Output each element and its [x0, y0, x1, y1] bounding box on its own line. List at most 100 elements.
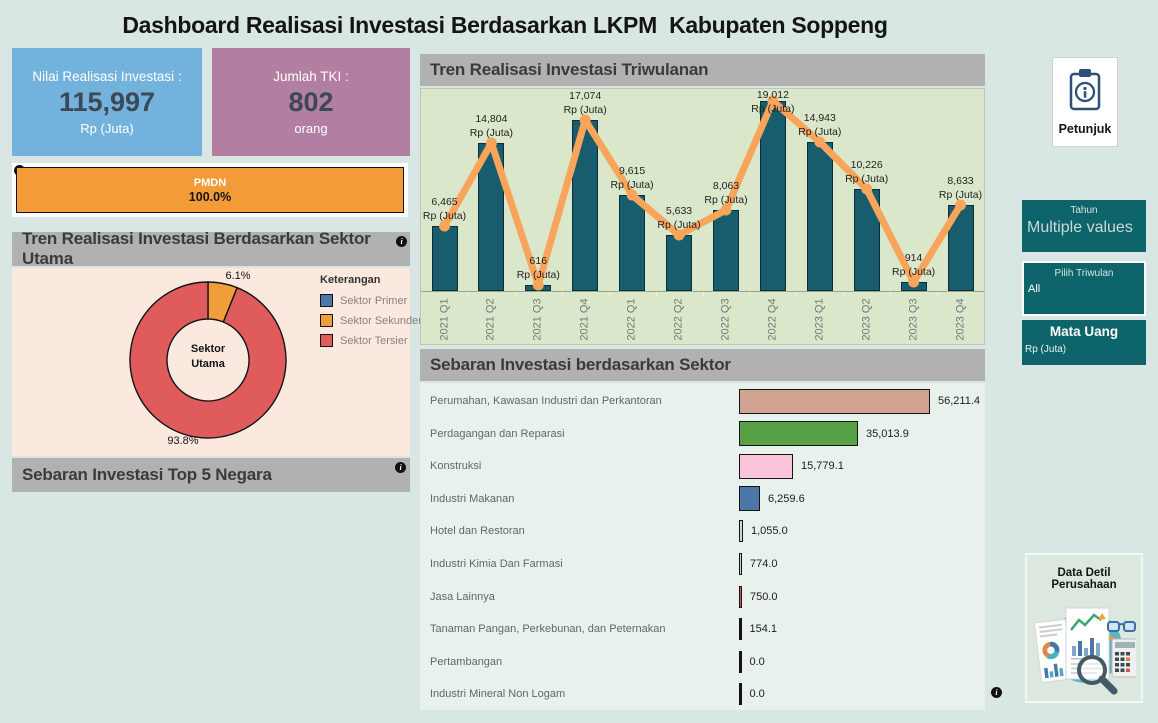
sector-label: Konstruksi [430, 460, 482, 473]
pmdn-label: PMDN [193, 176, 227, 189]
donut-slice[interactable] [129, 281, 287, 439]
info-icon[interactable]: i [396, 236, 407, 247]
sector-label: Pertambangan [430, 655, 503, 668]
sector-bar[interactable] [739, 650, 742, 673]
sector-row[interactable]: Hotel dan Restoran 1,055.0 [420, 515, 985, 547]
bar-value-label: 17,074 Rp (Juta) [563, 90, 607, 116]
sector-bar[interactable] [739, 683, 742, 706]
section-title: Tren Realisasi Investasi Triwulanan [430, 60, 709, 79]
data-detil-perusahaan-button[interactable]: Data Detil Perusahaan [1025, 553, 1143, 703]
x-axis-label: 2023 Q2 [860, 298, 873, 341]
sector-row[interactable]: Konstruksi 15,779.1 [420, 450, 985, 482]
quarter-bar[interactable] [431, 226, 458, 291]
x-axis-label: 2023 Q3 [907, 298, 920, 341]
sector-value-label: 56,211.4 [938, 395, 981, 407]
legend-item[interactable]: Sektor Sekunder [320, 314, 422, 327]
x-axis-label: 2021 Q2 [484, 298, 497, 341]
donut-slice-label-sekunder: 6.1% [225, 270, 251, 282]
triwulanan-chart: 2021 Q1 2021 Q2 2021 Q3 2021 Q4 2022 Q1 2022 … [420, 88, 985, 345]
x-axis-label: 2022 Q1 [625, 298, 638, 341]
sector-bar[interactable] [739, 453, 793, 479]
sector-label: Industri Mineral Non Logam [430, 688, 566, 701]
sector-row[interactable]: Industri Kimia Dan Farmasi 774.0 [420, 548, 985, 580]
quarter-bar[interactable] [900, 282, 927, 291]
legend-item[interactable]: Sektor Tersier [320, 334, 410, 347]
sector-row[interactable]: Tanaman Pangan, Perkebunan, dan Peternak… [420, 613, 985, 645]
sector-value-label: 15,779.1 [801, 460, 844, 473]
legend-swatch [320, 334, 333, 347]
bar-value-label: 19,012 Rp (Juta) [751, 89, 795, 115]
filter-tahun[interactable]: Tahun Multiple values [1022, 200, 1146, 252]
sector-bar[interactable] [739, 421, 858, 447]
filter-title: Mata Uang [1049, 324, 1119, 339]
axis-tick [467, 292, 469, 296]
kpi-value: 115,997 [58, 86, 156, 117]
x-axis-label: 2022 Q3 [719, 298, 732, 341]
sector-bar[interactable] [739, 585, 742, 608]
petunjuk-button[interactable]: Petunjuk [1052, 57, 1118, 147]
axis-tick [702, 292, 704, 296]
info-icon[interactable]: i [991, 687, 1002, 698]
quarter-bar[interactable] [666, 235, 692, 291]
sector-row[interactable]: Jasa Lainnya 750.0 [420, 581, 985, 613]
legend-label: Sektor Primer [340, 294, 408, 307]
sector-bar[interactable] [739, 388, 930, 414]
sector-row[interactable]: Industri Mineral Non Logam 0.0 [420, 678, 985, 710]
bar-value-label: 14,943 Rp (Juta) [798, 112, 842, 138]
bar-value-label: 8,633 Rp (Juta) [938, 175, 983, 201]
sector-label: Industri Makanan [430, 492, 515, 505]
donut-legend: Keterangan Sektor Primer Sektor Sekunder S… [320, 274, 422, 354]
sector-bar[interactable] [739, 553, 742, 575]
info-icon[interactable]: i [395, 462, 406, 473]
sector-row[interactable]: Pertambangan 0.0 [420, 646, 985, 678]
bar-value-label: 616 Rp (Juta) [516, 255, 560, 281]
section-title: Tren Realisasi Investasi Berdasarkan Sek… [22, 229, 371, 268]
filter-pilih-triwulan[interactable]: Pilih Triwulan All [1022, 261, 1146, 316]
sector-value-label: 1,055.0 [751, 525, 788, 538]
kpi-label: Jumlah TKI : [273, 68, 349, 84]
bar-value-label: 10,226 Rp (Juta) [845, 159, 889, 185]
filter-title: Pilih Triwulan [1054, 268, 1114, 279]
x-axis-label: 2021 Q4 [578, 298, 591, 341]
x-axis-label: 2022 Q4 [766, 298, 779, 341]
sector-label: Perdagangan dan Reparasi [430, 427, 565, 440]
bar-value-label: 9,615 Rp (Juta) [610, 165, 654, 191]
legend-label: Sektor Sekunder [340, 314, 422, 327]
bar-value-label: 8,063 Rp (Juta) [704, 180, 748, 206]
bar-value-label: 914 Rp (Juta) [892, 252, 936, 278]
clipboard-info-icon [1069, 69, 1101, 111]
sektor-utama-donut-chart[interactable] [12, 268, 410, 456]
company-data-illustration-icon [1033, 607, 1139, 695]
sector-label: Industri Kimia Dan Farmasi [430, 558, 563, 570]
sector-value-label: 0.0 [749, 655, 765, 668]
data-detil-title: Data Detil Perusahaan [1051, 567, 1117, 591]
quarter-bar[interactable] [525, 285, 552, 291]
axis-tick [655, 292, 657, 296]
sector-row[interactable]: Perdagangan dan Reparasi 35,013.9 [420, 418, 985, 450]
petunjuk-label: Petunjuk [1058, 122, 1112, 136]
sector-bar[interactable] [739, 520, 743, 543]
bar-value-label: 5,633 Rp (Juta) [657, 205, 701, 231]
x-axis-label: 2021 Q1 [438, 298, 450, 341]
x-axis-label: 2023 Q1 [813, 298, 826, 341]
x-axis-label: 2023 Q4 [954, 298, 966, 341]
legend-title: Keterangan [320, 274, 381, 286]
bar-value-label: 6,465 Rp (Juta) [422, 196, 467, 222]
sector-value-label: 774.0 [750, 558, 778, 570]
pmdn-bar[interactable]: PMDN 100.0% [16, 167, 404, 213]
page-title: Dashboard Realisasi Investasi Berdasarka… [122, 12, 888, 38]
x-axis-line [421, 291, 984, 292]
sector-label: Jasa Lainnya [430, 590, 495, 603]
legend-label: Sektor Tersier [340, 334, 408, 347]
section-title: Sebaran Investasi Top 5 Negara [22, 465, 272, 484]
sector-row[interactable]: Industri Makanan 6,259.6 [420, 483, 985, 515]
sector-row[interactable]: Perumahan, Kawasan Industri dan Perkanto… [420, 385, 985, 417]
axis-tick [890, 292, 892, 296]
sector-value-label: 154.1 [749, 623, 778, 636]
filter-mata-uang[interactable]: Mata Uang Rp (Juta) [1022, 320, 1146, 365]
sector-bar[interactable] [739, 486, 760, 512]
legend-item[interactable]: Sektor Primer [320, 294, 410, 307]
axis-tick [796, 292, 798, 296]
pmdn-value: 100.0% [188, 189, 232, 204]
sector-bar[interactable] [739, 618, 742, 641]
